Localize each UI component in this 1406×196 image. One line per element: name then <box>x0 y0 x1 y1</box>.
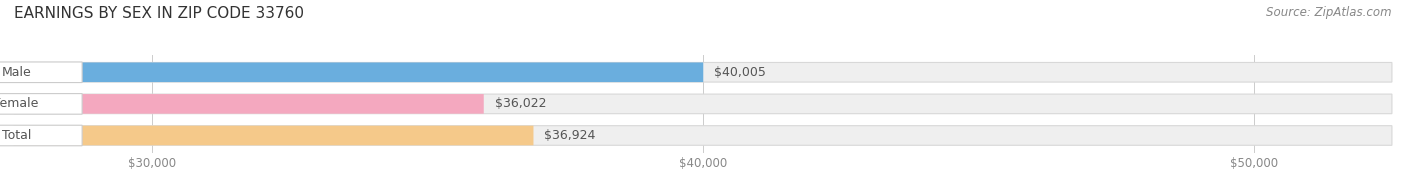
Text: Male: Male <box>1 66 31 79</box>
Text: EARNINGS BY SEX IN ZIP CODE 33760: EARNINGS BY SEX IN ZIP CODE 33760 <box>14 6 304 21</box>
FancyBboxPatch shape <box>14 94 1392 114</box>
FancyBboxPatch shape <box>0 94 82 114</box>
Text: $40,005: $40,005 <box>714 66 766 79</box>
Text: $36,022: $36,022 <box>495 97 547 110</box>
Text: Total: Total <box>1 129 31 142</box>
Text: $36,924: $36,924 <box>544 129 596 142</box>
FancyBboxPatch shape <box>0 125 82 146</box>
FancyBboxPatch shape <box>14 126 1392 145</box>
Text: Female: Female <box>0 97 39 110</box>
FancyBboxPatch shape <box>14 63 703 82</box>
Text: Source: ZipAtlas.com: Source: ZipAtlas.com <box>1267 6 1392 19</box>
FancyBboxPatch shape <box>14 94 484 114</box>
FancyBboxPatch shape <box>14 126 533 145</box>
FancyBboxPatch shape <box>14 63 1392 82</box>
FancyBboxPatch shape <box>0 62 82 83</box>
